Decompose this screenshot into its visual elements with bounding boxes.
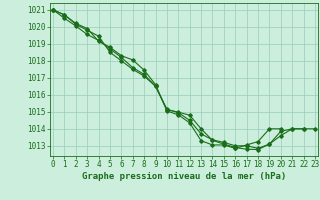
X-axis label: Graphe pression niveau de la mer (hPa): Graphe pression niveau de la mer (hPa) [82,172,286,181]
